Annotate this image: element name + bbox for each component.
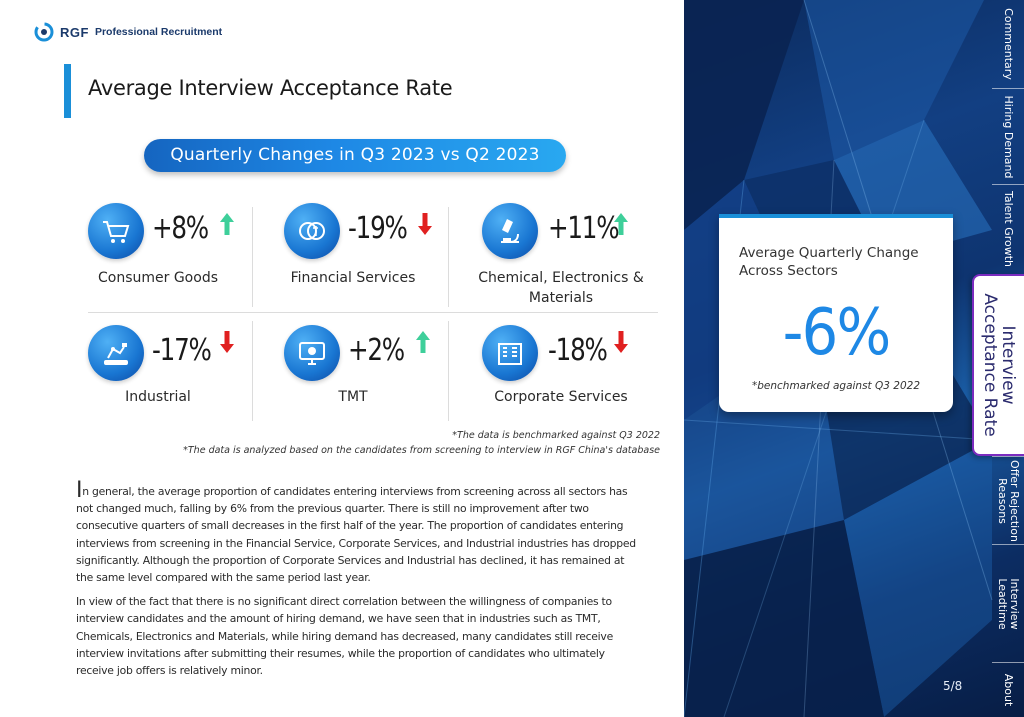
grid-divider <box>88 312 658 313</box>
title-accent-bar <box>64 64 71 118</box>
report-page-left: RGF Professional Recruitment Average Int… <box>34 22 660 686</box>
logo-text: RGF <box>60 24 89 40</box>
sector-card-tmt: +2% TMT <box>274 319 444 431</box>
arrow-up-icon <box>220 213 234 235</box>
page-title: Average Interview Acceptance Rate <box>88 76 453 100</box>
grid-divider <box>448 207 449 307</box>
tab-interview-acceptance-rate[interactable]: Interview Acceptance Rate <box>972 274 1024 456</box>
average-change-note: *benchmarked against Q3 2022 <box>751 380 920 392</box>
grid-divider <box>252 321 253 421</box>
tab-interview-leadtime[interactable]: Interview Leadtime <box>992 544 1024 662</box>
tab-label: Commentary <box>1002 8 1015 80</box>
rgf-logo-mark-icon <box>34 22 54 42</box>
arrow-down-icon <box>220 331 234 353</box>
grid-divider <box>448 321 449 421</box>
tab-label-line: Offer Rejection <box>1008 459 1021 542</box>
commentary-text: In general, the average proportion of ca… <box>76 480 638 686</box>
tab-commentary[interactable]: Commentary <box>992 0 1024 88</box>
sector-card-chemical-electronics-materials: +11% Chemical, Electronics & Materials <box>470 195 658 307</box>
tab-label-line: Interview <box>1008 577 1021 630</box>
tab-offer-rejection-reasons[interactable]: Offer Rejection Reasons <box>992 456 1024 544</box>
tab-about[interactable]: About <box>992 662 1024 717</box>
arrow-up-icon <box>416 331 430 353</box>
tab-label: Interview Leadtime <box>996 577 1021 630</box>
commentary-paragraph: In view of the fact that there is no sig… <box>76 595 613 678</box>
source-note: *The data is analyzed based on the candi… <box>183 445 660 456</box>
tab-label: Hiring Demand <box>1002 94 1015 179</box>
tab-label-line: Leadtime <box>996 577 1009 630</box>
sector-name-line: Chemical, Electronics & <box>478 270 644 286</box>
label-line: Average Quarterly Change <box>739 245 919 261</box>
tab-hiring-demand[interactable]: Hiring Demand <box>992 88 1024 184</box>
sector-change-value: -17% <box>152 333 212 368</box>
sector-card-industrial: -17% Industrial <box>78 319 248 431</box>
average-change-label: Average Quarterly Change Across Sectors <box>739 244 919 280</box>
robot-arm-icon <box>88 325 144 381</box>
section-tabs: Commentary Hiring Demand Talent Growth I… <box>972 0 1024 717</box>
money-icon <box>284 203 340 259</box>
tab-label-line: Acceptance Rate <box>980 293 1000 437</box>
label-line: Across Sectors <box>739 263 838 279</box>
sector-name: Corporate Services <box>494 389 628 405</box>
footnotes: *The data is benchmarked against Q3 2022… <box>183 428 660 458</box>
sector-change-value: +2% <box>348 333 405 368</box>
microscope-icon <box>482 203 538 259</box>
monitor-tech-icon <box>284 325 340 381</box>
sector-name: Industrial <box>125 389 191 405</box>
tab-label: About <box>1002 673 1015 707</box>
office-building-icon <box>482 325 538 381</box>
arrow-down-icon <box>614 331 628 353</box>
tab-label-line: Interview <box>998 325 1018 405</box>
sector-card-corporate-services: -18% Corporate Services <box>470 319 658 431</box>
tab-label-line: Reasons <box>996 477 1009 524</box>
benchmark-note: *The data is benchmarked against Q3 2022 <box>452 430 660 441</box>
sector-change-value: -19% <box>348 211 408 246</box>
sector-name: Chemical, Electronics & Materials <box>470 268 652 308</box>
sector-name-line: Materials <box>528 290 594 306</box>
average-change-card: Average Quarterly Change Across Sectors … <box>719 214 953 412</box>
sector-card-consumer-goods: +8% Consumer Goods <box>78 195 248 307</box>
grid-divider <box>252 207 253 307</box>
tab-label: Talent Growth <box>1002 190 1015 267</box>
sector-grid: +8% Consumer Goods -19% Financial Servic… <box>78 195 658 425</box>
sector-change-value: -18% <box>548 333 608 368</box>
logo-subtitle: Professional Recruitment <box>94 26 223 38</box>
tab-label: Interview Acceptance Rate <box>980 293 1018 437</box>
arrow-down-icon <box>418 213 432 235</box>
tab-label: Offer Rejection Reasons <box>996 459 1021 542</box>
sector-name: TMT <box>338 389 368 405</box>
rgf-logo[interactable]: RGF Professional Recruitment <box>34 22 222 42</box>
drop-cap: I <box>76 478 83 503</box>
sector-change-value: +11% <box>548 211 620 246</box>
sector-name: Financial Services <box>290 270 416 286</box>
average-change-value: -6% <box>782 296 892 370</box>
commentary-paragraph: In general, the average proportion of ca… <box>76 480 638 586</box>
shopping-cart-icon <box>88 203 144 259</box>
sector-card-financial-services: -19% Financial Services <box>274 195 444 307</box>
tab-talent-growth[interactable]: Talent Growth <box>992 184 1024 272</box>
quarter-banner: Quarterly Changes in Q3 2023 vs Q2 2023 <box>144 139 566 172</box>
page-number: 5/8 <box>943 679 963 693</box>
sector-change-value: +8% <box>152 211 209 246</box>
sector-name: Consumer Goods <box>98 270 218 286</box>
arrow-up-icon <box>614 213 628 235</box>
paragraph-text: n general, the average proportion of can… <box>76 485 636 585</box>
